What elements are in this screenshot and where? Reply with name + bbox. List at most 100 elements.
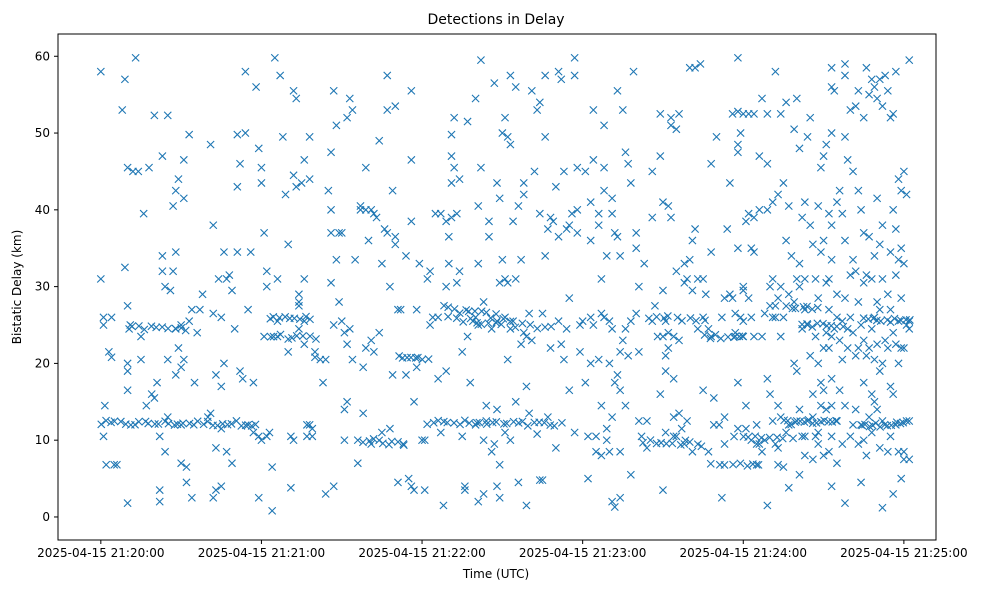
y-axis-label: Bistatic Delay (km) [10,230,24,345]
detection-marker [658,332,667,341]
detection-marker [808,390,817,399]
detection-marker [479,436,488,445]
detection-marker [795,282,804,291]
detection-marker [766,390,775,399]
detection-marker [782,98,791,107]
detection-marker [857,205,866,214]
detection-marker [403,353,412,362]
detection-marker [681,436,690,445]
detection-marker [843,344,852,353]
detection-marker [265,428,274,437]
detection-marker [827,401,836,410]
detection-marker [859,314,868,323]
detection-marker [426,321,435,329]
detection-marker [586,359,595,368]
detection-marker [227,419,236,428]
detection-marker [514,478,523,487]
detection-marker [891,67,900,76]
detection-marker [442,367,451,376]
detection-marker [733,424,742,433]
detection-marker [774,401,783,410]
detection-marker [499,419,508,428]
detection-marker [254,144,263,153]
detection-marker [616,251,625,260]
detection-marker [616,386,625,395]
detection-marker [849,420,858,429]
detection-marker [846,432,855,441]
detection-marker [412,363,421,372]
detection-marker [493,405,501,414]
detection-marker [503,355,512,364]
detection-marker [891,225,900,234]
detection-marker [306,315,314,324]
detection-marker [482,401,491,410]
detection-marker [492,318,501,327]
detection-marker [535,209,544,218]
detection-marker [327,148,336,157]
detection-marker [343,397,352,406]
detection-marker [123,386,132,395]
detection-marker [778,434,787,443]
detection-marker [771,301,780,310]
detection-marker [251,420,260,429]
detection-marker [832,416,841,425]
detection-marker [905,315,914,324]
detection-marker [840,132,849,141]
detection-marker [621,324,630,333]
detection-marker [878,503,887,512]
detection-marker [177,323,186,332]
detection-marker [519,178,528,187]
detection-marker [426,267,435,276]
detection-marker [246,248,255,257]
detection-marker [509,417,518,426]
detection-marker [455,175,464,184]
detection-marker [800,274,809,283]
detection-marker [862,451,871,460]
detection-marker [295,315,304,324]
detection-marker [811,332,820,341]
detection-marker [321,489,330,498]
detection-marker [495,460,504,469]
detection-marker [158,323,167,332]
detection-marker [329,86,338,95]
detection-marker [209,221,218,230]
detection-marker [886,432,895,441]
detection-marker [134,417,143,426]
detection-marker [329,482,338,491]
detection-marker [867,75,876,84]
detection-marker [827,82,836,91]
detection-marker [300,317,309,326]
detection-marker [423,274,432,283]
detection-marker [388,186,397,195]
detection-marker [396,305,405,314]
detection-marker [688,236,697,245]
detection-marker [179,355,188,364]
detection-marker [886,305,895,314]
detection-marker [177,459,186,468]
detection-marker [268,506,277,515]
detection-marker [760,309,769,318]
detection-marker [266,332,275,341]
detection-marker [482,308,491,317]
detection-marker [878,102,887,111]
detection-marker [763,374,772,383]
detection-marker [211,443,220,452]
detection-marker [873,94,882,103]
detection-marker [824,447,833,456]
detection-marker [554,317,563,326]
detection-marker [688,447,697,456]
detection-marker [310,353,319,362]
detection-marker [644,314,653,323]
detection-marker [755,205,764,214]
detection-marker [244,305,253,314]
detection-marker [509,317,518,326]
detection-marker [573,163,582,172]
detection-marker [415,259,424,268]
detection-marker [776,332,785,341]
detection-marker [859,278,868,287]
detection-marker [744,294,753,303]
detection-marker [883,447,892,456]
detection-marker [567,209,576,218]
detection-marker [725,290,734,299]
detection-marker [758,332,766,341]
